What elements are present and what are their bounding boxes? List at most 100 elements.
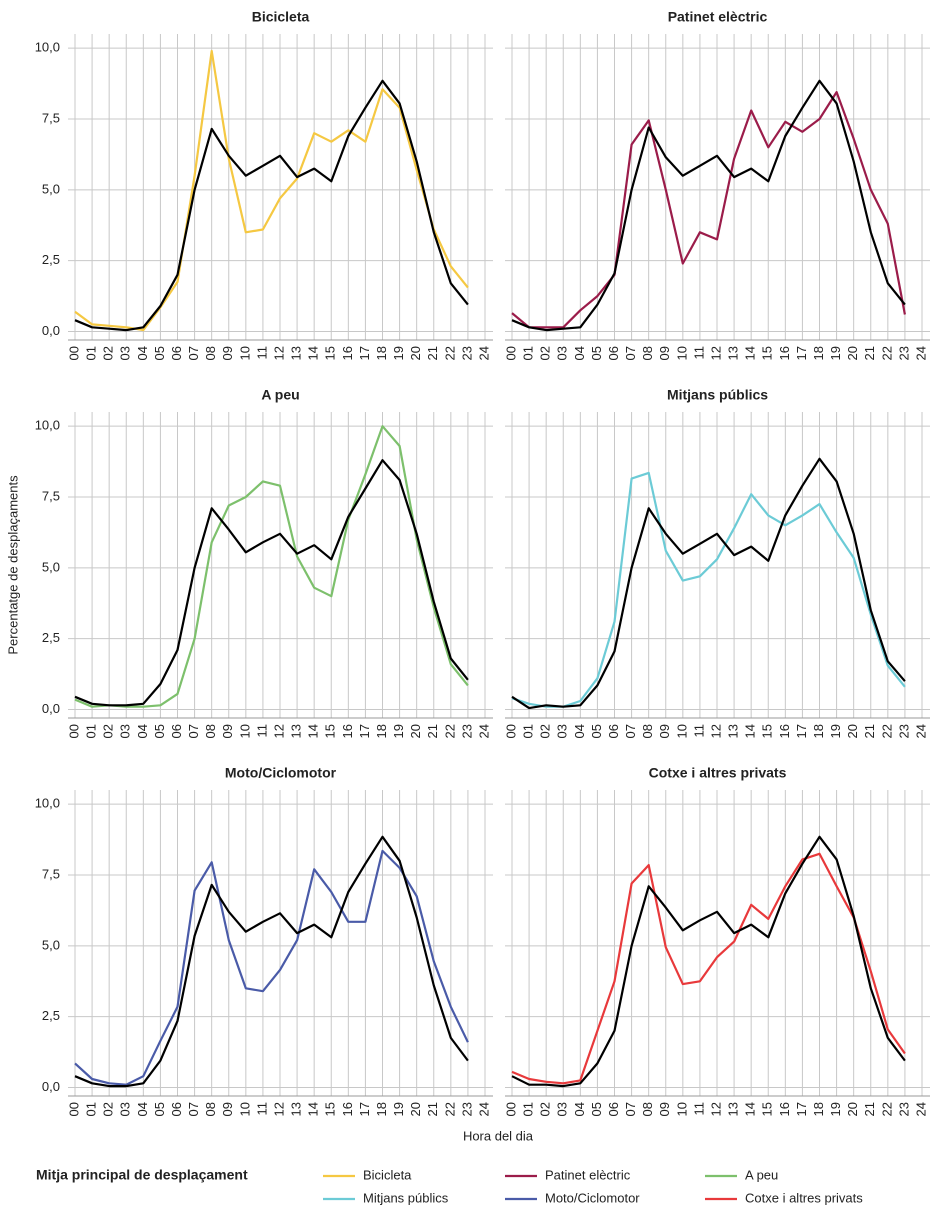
x-tick-label: 20	[408, 724, 423, 738]
x-tick-label: 02	[101, 724, 116, 738]
x-tick-label: 23	[459, 724, 474, 738]
x-tick-label: 04	[135, 724, 150, 738]
series-line	[74, 849, 469, 1086]
x-tick-label: 14	[743, 346, 758, 360]
y-tick-label: 10,0	[35, 418, 60, 433]
x-tick-label: 21	[425, 724, 440, 738]
series-line	[74, 79, 469, 332]
x-tick-label: 23	[459, 1102, 474, 1116]
x-tick-label: 05	[152, 724, 167, 738]
x-tick-label: 10	[237, 1102, 252, 1116]
x-tick-label: 23	[896, 346, 911, 360]
x-tick-label: 10	[674, 346, 689, 360]
x-tick-label: 14	[743, 1102, 758, 1116]
x-tick-label: 00	[503, 724, 518, 738]
x-tick-label: 03	[118, 346, 133, 360]
y-tick-label: 2,5	[42, 1008, 60, 1023]
x-tick-label: 01	[521, 724, 536, 738]
x-tick-label: 23	[896, 724, 911, 738]
x-tick-label: 02	[101, 1102, 116, 1116]
x-tick-label: 18	[811, 1102, 826, 1116]
x-tick-label: 24	[476, 346, 491, 360]
panel-title: Bicicleta	[252, 9, 310, 25]
x-tick-label: 20	[845, 1102, 860, 1116]
x-tick-label: 19	[391, 346, 406, 360]
x-tick-label: 16	[340, 1102, 355, 1116]
x-tick-label: 02	[538, 724, 553, 738]
x-tick-label: 16	[340, 724, 355, 738]
x-tick-label: 10	[237, 346, 252, 360]
legend-title: Mitja principal de desplaçament	[36, 1167, 248, 1183]
x-tick-label: 06	[606, 1102, 621, 1116]
x-tick-label: 20	[408, 346, 423, 360]
x-tick-label: 12	[708, 1102, 723, 1116]
x-tick-label: 22	[442, 724, 457, 738]
x-tick-label: 00	[66, 1102, 81, 1116]
x-tick-label: 15	[760, 346, 775, 360]
x-tick-label: 01	[84, 1102, 99, 1116]
y-tick-label: 2,5	[42, 630, 60, 645]
legend-label: A peu	[745, 1167, 778, 1182]
x-tick-label: 06	[606, 346, 621, 360]
legend-label: Patinet elèctric	[545, 1167, 631, 1182]
x-tick-label: 08	[640, 1102, 655, 1116]
x-tick-label: 24	[913, 1102, 928, 1116]
x-tick-label: 11	[691, 1102, 706, 1116]
series-line	[511, 471, 906, 708]
x-tick-label: 19	[391, 724, 406, 738]
x-tick-label: 22	[879, 724, 894, 738]
x-tick-label: 08	[640, 346, 655, 360]
x-tick-label: 09	[657, 1102, 672, 1116]
x-tick-label: 08	[203, 346, 218, 360]
series-line	[511, 79, 906, 332]
x-tick-label: 23	[459, 346, 474, 360]
x-tick-label: 11	[254, 346, 269, 360]
series-line	[74, 835, 469, 1088]
y-tick-label: 7,5	[42, 110, 60, 125]
x-tick-label: 17	[794, 724, 809, 738]
x-tick-label: 10	[674, 1102, 689, 1116]
x-tick-label: 11	[691, 346, 706, 360]
panel-title: Moto/Ciclomotor	[225, 765, 337, 781]
x-tick-label: 08	[203, 724, 218, 738]
panel-title: Mitjans públics	[667, 387, 768, 403]
x-tick-label: 21	[425, 1102, 440, 1116]
x-tick-label: 14	[743, 724, 758, 738]
x-tick-label: 16	[777, 724, 792, 738]
x-tick-label: 18	[374, 1102, 389, 1116]
x-tick-label: 16	[777, 346, 792, 360]
x-tick-label: 11	[691, 724, 706, 738]
x-tick-label: 13	[289, 724, 304, 738]
legend-label: Cotxe i altres privats	[745, 1190, 863, 1205]
x-tick-label: 13	[726, 346, 741, 360]
x-tick-label: 19	[828, 1102, 843, 1116]
x-tick-label: 04	[135, 346, 150, 360]
y-tick-label: 10,0	[35, 796, 60, 811]
x-tick-label: 01	[84, 346, 99, 360]
x-tick-label: 04	[135, 1102, 150, 1116]
x-tick-label: 01	[521, 1102, 536, 1116]
x-tick-label: 03	[118, 724, 133, 738]
x-tick-label: 21	[862, 724, 877, 738]
x-tick-label: 19	[828, 724, 843, 738]
x-tick-label: 15	[323, 1102, 338, 1116]
legend-label: Moto/Ciclomotor	[545, 1190, 640, 1205]
x-tick-label: 12	[708, 724, 723, 738]
x-tick-label: 17	[357, 724, 372, 738]
x-tick-label: 18	[374, 346, 389, 360]
series-line	[511, 852, 906, 1085]
panel-title: Patinet elèctric	[668, 9, 768, 25]
x-tick-label: 06	[169, 346, 184, 360]
x-tick-label: 03	[555, 346, 570, 360]
series-line	[511, 457, 906, 710]
x-tick-label: 14	[306, 1102, 321, 1116]
x-tick-label: 13	[726, 724, 741, 738]
series-line	[74, 425, 469, 708]
x-tick-label: 21	[862, 346, 877, 360]
x-tick-label: 03	[555, 724, 570, 738]
x-tick-label: 07	[623, 346, 638, 360]
x-tick-label: 13	[289, 346, 304, 360]
series-line	[74, 49, 469, 332]
x-tick-label: 23	[896, 1102, 911, 1116]
x-tick-label: 15	[323, 346, 338, 360]
